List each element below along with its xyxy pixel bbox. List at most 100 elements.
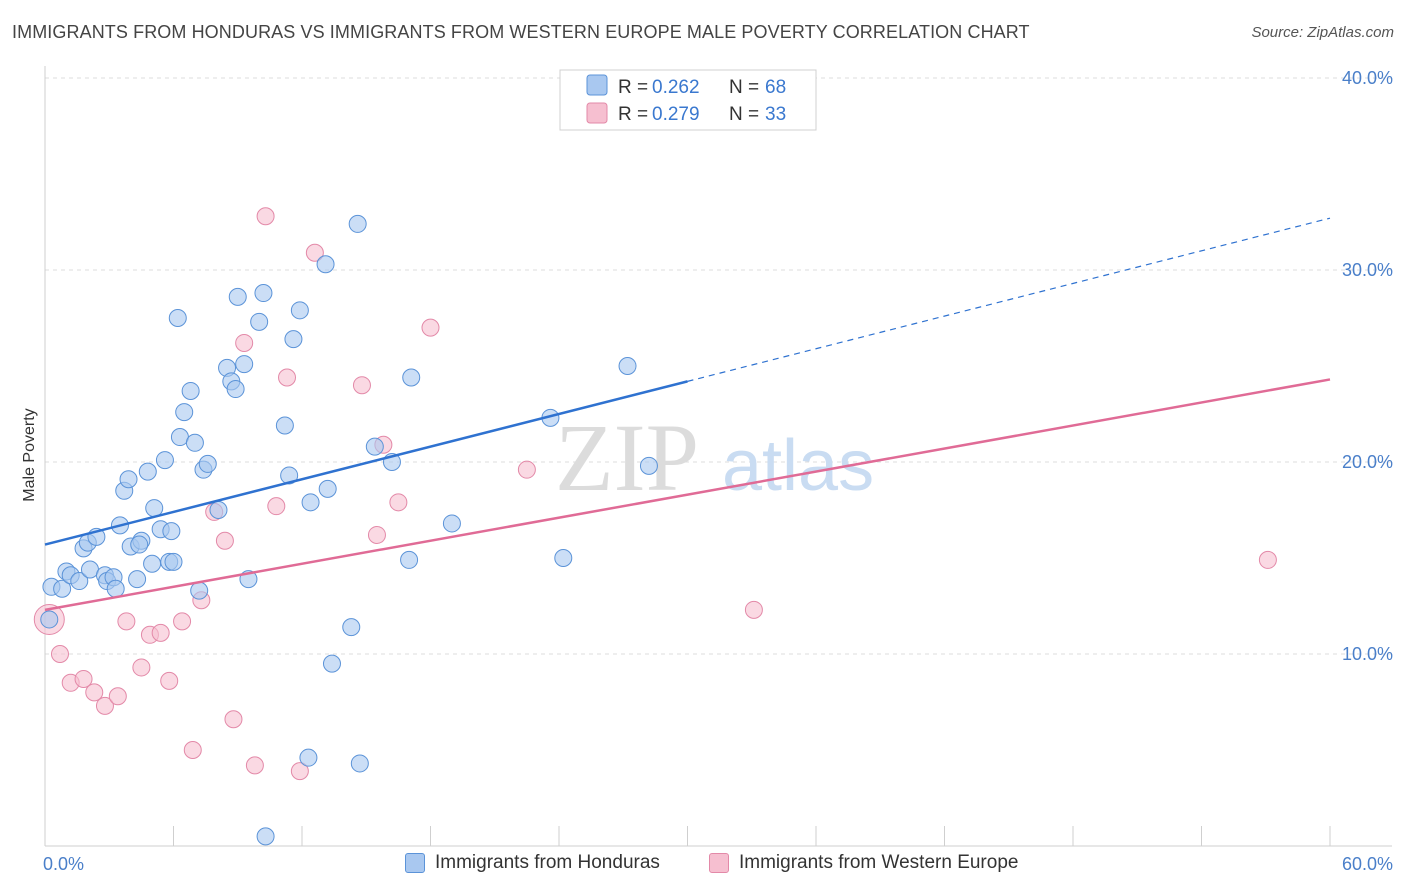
- watermark: ZIP atlas: [555, 404, 874, 511]
- point-honduras: [402, 368, 421, 387]
- y-tick-label: 30.0%: [1342, 260, 1393, 280]
- legend-r-value-2: 0.279: [652, 104, 700, 125]
- source-label: Source: ZipAtlas.com: [1251, 24, 1394, 41]
- point-honduras: [400, 550, 419, 569]
- point-honduras: [130, 535, 149, 554]
- legend-r-label-1: R =: [618, 77, 648, 98]
- legend-n-label-2: N =: [729, 104, 759, 125]
- point-honduras: [250, 312, 269, 331]
- point-western-europe: [108, 687, 127, 706]
- point-honduras: [138, 462, 157, 481]
- series-western-europe-points: [33, 207, 1277, 781]
- point-western-europe: [290, 762, 309, 781]
- point-honduras: [348, 214, 367, 233]
- legend-label-honduras: Immigrants from Honduras: [435, 852, 660, 873]
- point-western-europe: [352, 376, 371, 395]
- point-western-europe: [215, 531, 234, 550]
- point-honduras: [254, 284, 273, 303]
- point-honduras: [322, 654, 341, 673]
- legend-swatch-western-europe: [709, 853, 729, 873]
- point-honduras: [228, 287, 247, 306]
- legend-box: R = 0.262 N = 68 R = 0.279 N = 33: [559, 69, 817, 131]
- point-western-europe: [1258, 550, 1277, 569]
- legend-n-label-1: N =: [729, 77, 759, 98]
- point-western-europe: [235, 333, 254, 352]
- point-honduras: [106, 579, 125, 598]
- legend-n-value-2: 33: [765, 104, 786, 125]
- point-western-europe: [305, 243, 324, 262]
- legend-label-western-europe: Immigrants from Western Europe: [739, 852, 1019, 873]
- point-honduras: [301, 493, 320, 512]
- legend-swatch-honduras: [405, 853, 425, 873]
- legend-n-value-1: 68: [765, 77, 786, 98]
- point-honduras: [618, 357, 637, 375]
- point-honduras: [119, 470, 138, 489]
- point-honduras: [164, 552, 183, 571]
- point-honduras: [299, 748, 318, 767]
- point-honduras: [40, 610, 59, 629]
- legend-item-honduras[interactable]: Immigrants from Honduras: [405, 852, 660, 874]
- point-honduras: [209, 501, 228, 519]
- point-honduras: [226, 380, 245, 399]
- point-honduras: [80, 560, 99, 579]
- point-honduras: [181, 381, 200, 400]
- point-honduras: [280, 466, 299, 485]
- point-honduras: [70, 572, 89, 591]
- point-honduras: [442, 514, 461, 533]
- point-honduras: [284, 330, 303, 349]
- point-honduras: [342, 618, 361, 637]
- point-western-europe: [267, 497, 286, 516]
- point-honduras: [316, 255, 335, 274]
- point-honduras: [275, 416, 294, 435]
- point-western-europe: [117, 612, 136, 631]
- point-honduras: [128, 570, 147, 589]
- point-western-europe: [256, 207, 275, 226]
- trend-line-honduras: [44, 380, 688, 546]
- point-western-europe: [151, 623, 170, 642]
- point-western-europe: [744, 600, 763, 619]
- bottom-legend: Immigrants from Honduras Immigrants from…: [0, 852, 1406, 882]
- point-western-europe: [517, 460, 536, 479]
- y-tick-label: 20.0%: [1342, 452, 1393, 472]
- point-western-europe: [132, 658, 151, 677]
- y-tick-label: 40.0%: [1342, 68, 1393, 88]
- grid-lines: [45, 77, 1392, 655]
- point-western-europe: [95, 696, 114, 715]
- point-western-europe: [367, 525, 386, 544]
- point-honduras: [350, 754, 369, 773]
- x-tick-label: 0.0%: [43, 854, 84, 874]
- point-honduras: [554, 549, 573, 567]
- point-western-europe: [85, 683, 104, 702]
- trend-lines: [44, 217, 1331, 612]
- legend-swatch-blue: [586, 74, 608, 96]
- point-western-europe: [50, 645, 69, 663]
- point-western-europe: [173, 612, 192, 631]
- y-axis-label: Male Poverty: [21, 408, 38, 501]
- point-western-europe: [389, 493, 408, 512]
- point-western-europe: [278, 368, 297, 387]
- point-honduras: [168, 309, 187, 327]
- tick-labels: 10.0% 20.0% 30.0% 40.0% 0.0% 60.0%: [43, 68, 1393, 874]
- point-honduras: [185, 433, 204, 452]
- point-honduras: [290, 301, 309, 320]
- point-honduras: [143, 554, 162, 573]
- point-honduras: [318, 479, 337, 498]
- axes: [44, 66, 1392, 847]
- y-tick-label: 10.0%: [1342, 644, 1393, 664]
- watermark-zip: ZIP: [555, 404, 699, 511]
- point-honduras: [365, 437, 384, 456]
- x-tick-label: 60.0%: [1342, 854, 1393, 874]
- point-honduras: [53, 579, 72, 598]
- point-honduras: [198, 454, 217, 473]
- trend-line-western-europe: [44, 378, 1331, 612]
- point-honduras: [155, 451, 174, 470]
- point-western-europe: [160, 671, 179, 690]
- point-western-europe: [183, 741, 202, 759]
- legend-r-value-1: 0.262: [652, 77, 700, 98]
- point-western-europe: [74, 669, 93, 688]
- point-western-europe: [421, 318, 440, 337]
- legend-item-western-europe[interactable]: Immigrants from Western Europe: [709, 852, 1018, 874]
- legend-r-label-2: R =: [618, 104, 648, 125]
- point-honduras: [162, 522, 181, 541]
